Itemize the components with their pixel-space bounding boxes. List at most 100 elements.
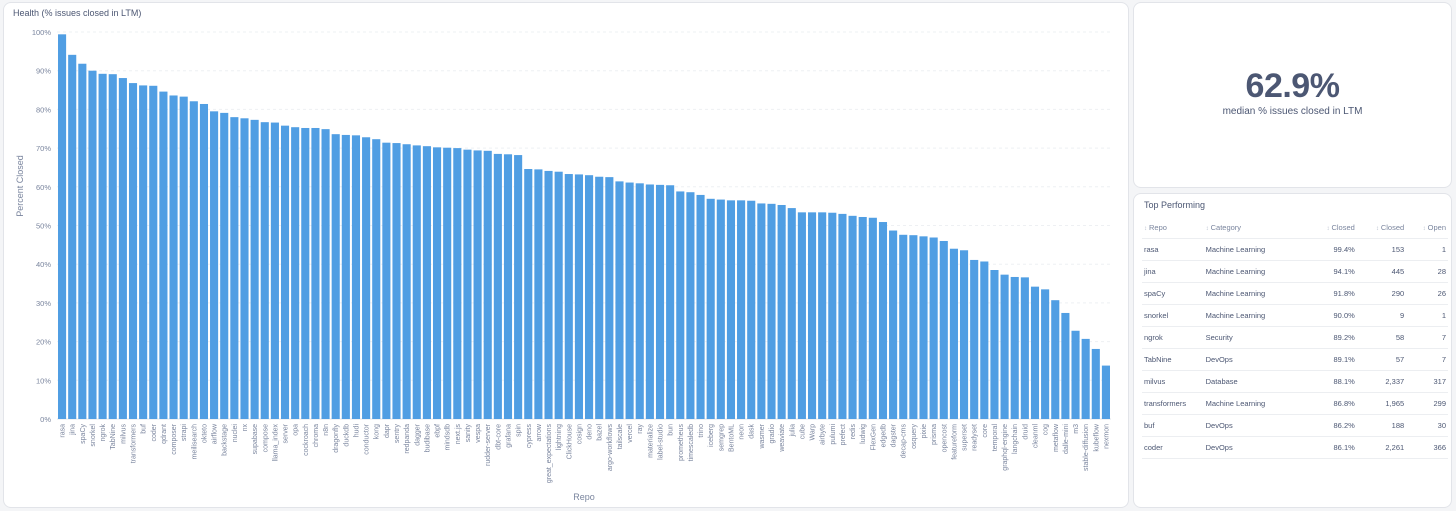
- bar[interactable]: [483, 150, 492, 419]
- bar[interactable]: [493, 153, 502, 419]
- bar[interactable]: [78, 63, 87, 419]
- column-header-closed-pct[interactable]: ↕ Closed: [1307, 216, 1357, 239]
- bar[interactable]: [118, 78, 127, 420]
- table-row[interactable]: coder DevOps 86.1% 2,261 366: [1142, 436, 1448, 459]
- bar[interactable]: [838, 213, 847, 419]
- bar[interactable]: [706, 198, 715, 419]
- bar[interactable]: [980, 261, 989, 419]
- bar[interactable]: [635, 183, 644, 419]
- bar[interactable]: [68, 54, 77, 419]
- bar[interactable]: [615, 181, 624, 419]
- bar[interactable]: [990, 270, 999, 419]
- bar[interactable]: [666, 185, 675, 419]
- bar[interactable]: [108, 74, 117, 420]
- bar[interactable]: [726, 200, 736, 419]
- bar[interactable]: [422, 146, 431, 420]
- bar[interactable]: [949, 248, 958, 419]
- bar[interactable]: [1061, 312, 1070, 419]
- bar[interactable]: [139, 85, 148, 419]
- bar[interactable]: [686, 192, 695, 419]
- bar[interactable]: [767, 203, 776, 419]
- bar[interactable]: [1020, 277, 1029, 419]
- bar[interactable]: [88, 70, 97, 419]
- bar[interactable]: [189, 101, 198, 420]
- bar[interactable]: [696, 194, 705, 419]
- bar[interactable]: [210, 111, 219, 419]
- bar[interactable]: [544, 170, 553, 419]
- bar[interactable]: [412, 145, 421, 419]
- bar[interactable]: [149, 85, 158, 419]
- bar[interactable]: [291, 127, 300, 419]
- bar[interactable]: [554, 171, 563, 419]
- bar[interactable]: [625, 182, 634, 419]
- table-row[interactable]: jina Machine Learning 94.1% 445 28: [1142, 260, 1448, 283]
- bar[interactable]: [899, 234, 908, 419]
- bar[interactable]: [787, 208, 796, 419]
- bar[interactable]: [574, 174, 583, 419]
- bar[interactable]: [392, 143, 401, 419]
- bar[interactable]: [1071, 330, 1080, 419]
- column-header-closed-count[interactable]: ↕ Closed: [1356, 216, 1407, 239]
- bar[interactable]: [1000, 274, 1009, 419]
- bar[interactable]: [382, 142, 391, 419]
- bar[interactable]: [311, 127, 320, 419]
- bar[interactable]: [676, 191, 685, 419]
- bar[interactable]: [716, 199, 725, 419]
- bar[interactable]: [432, 147, 442, 419]
- column-header-category[interactable]: ↕ Category: [1203, 216, 1308, 239]
- bar[interactable]: [595, 176, 604, 419]
- bar[interactable]: [1030, 286, 1040, 419]
- bar[interactable]: [463, 149, 472, 419]
- bar[interactable]: [443, 147, 452, 419]
- table-row[interactable]: snorkel Machine Learning 90.0% 9 1: [1142, 304, 1448, 327]
- bar[interactable]: [402, 144, 411, 420]
- bar[interactable]: [909, 235, 918, 419]
- bar[interactable]: [655, 184, 665, 419]
- bar[interactable]: [919, 236, 928, 419]
- column-header-open[interactable]: ↕ Open: [1406, 216, 1448, 239]
- bar[interactable]: [453, 148, 462, 419]
- table-row[interactable]: rasa Machine Learning 99.4% 153 1: [1142, 238, 1448, 261]
- bar[interactable]: [970, 259, 979, 419]
- bar[interactable]: [270, 122, 279, 419]
- bar[interactable]: [807, 212, 817, 419]
- bar[interactable]: [747, 200, 756, 419]
- bar[interactable]: [179, 96, 188, 419]
- table-row[interactable]: TabNine DevOps 89.1% 57 7: [1142, 348, 1448, 371]
- bar[interactable]: [929, 237, 938, 420]
- bar[interactable]: [362, 137, 371, 419]
- bar[interactable]: [585, 175, 594, 419]
- bar[interactable]: [230, 117, 239, 419]
- bar[interactable]: [351, 135, 361, 419]
- bar[interactable]: [868, 217, 877, 419]
- bar[interactable]: [280, 125, 290, 420]
- bar[interactable]: [848, 215, 857, 419]
- bar[interactable]: [473, 150, 482, 420]
- bar[interactable]: [514, 155, 523, 419]
- table-row[interactable]: milvus Database 88.1% 2,337 317: [1142, 370, 1448, 393]
- bar[interactable]: [828, 212, 837, 419]
- bar[interactable]: [240, 118, 249, 420]
- bar[interactable]: [159, 91, 168, 419]
- table-row[interactable]: transformers Machine Learning 86.8% 1,965 29…: [1142, 392, 1448, 415]
- bar[interactable]: [524, 169, 533, 419]
- bar[interactable]: [58, 34, 67, 419]
- bar[interactable]: [959, 250, 969, 419]
- table-row[interactable]: spaCy Machine Learning 91.8% 290 26: [1142, 282, 1448, 305]
- bar[interactable]: [220, 112, 229, 419]
- column-header-repo[interactable]: ↕ Repo: [1142, 216, 1204, 239]
- bar[interactable]: [1091, 348, 1100, 419]
- bar[interactable]: [939, 240, 948, 419]
- bar[interactable]: [250, 119, 259, 419]
- bar[interactable]: [889, 230, 898, 419]
- bar[interactable]: [878, 222, 888, 419]
- bar[interactable]: [1081, 338, 1090, 419]
- bar[interactable]: [1101, 365, 1110, 419]
- bar[interactable]: [564, 174, 573, 419]
- bar[interactable]: [645, 184, 654, 419]
- bar[interactable]: [757, 203, 766, 419]
- bar[interactable]: [503, 154, 513, 420]
- bar[interactable]: [737, 200, 746, 419]
- bar[interactable]: [534, 169, 543, 419]
- bar[interactable]: [199, 103, 209, 419]
